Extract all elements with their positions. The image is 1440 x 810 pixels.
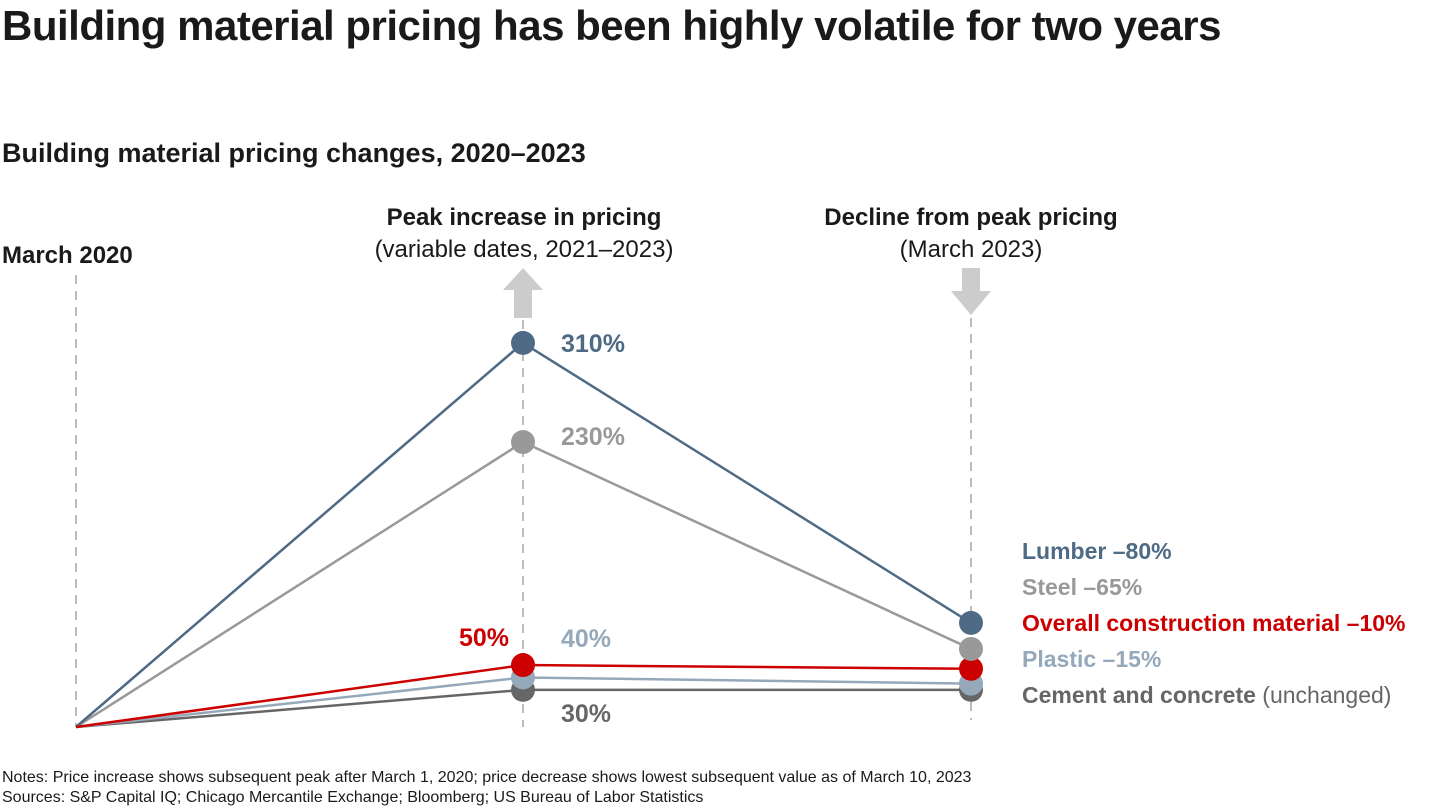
peak-heading: Peak increase in pricing: [386, 204, 662, 231]
legend-entry: Cement and concrete (unchanged): [1022, 682, 1391, 708]
peak-label: 40%: [561, 625, 611, 653]
legend-entry: Steel –65%: [1022, 574, 1142, 600]
peak-label: 50%: [459, 624, 509, 652]
peak-label: 30%: [561, 700, 611, 728]
footnotes: Notes: Price increase shows subsequent p…: [2, 768, 971, 808]
legend-change: –10%: [1347, 610, 1406, 636]
decline-subheading: (March 2023): [899, 236, 1043, 263]
arrow-up-icon: [503, 268, 543, 318]
sources-text: Sources: S&P Capital IQ; Chicago Mercant…: [2, 789, 704, 806]
legend-entry: Plastic –15%: [1022, 646, 1161, 672]
end-point-steel: [959, 636, 983, 661]
arrow-down-icon: [951, 268, 991, 315]
legend-name: Overall construction material: [1022, 610, 1347, 636]
legend-name: Cement and concrete: [1022, 682, 1262, 708]
notes-text: Notes: Price increase shows subsequent p…: [2, 769, 972, 786]
legend-name: Steel: [1022, 574, 1083, 600]
peak-point-lumber: [511, 330, 535, 355]
legend-name: Plastic: [1022, 646, 1103, 672]
peak-point-overall-construction-material: [511, 653, 535, 678]
peak-subheading: (variable dates, 2021–2023): [374, 236, 674, 263]
peak-label: 310%: [561, 330, 625, 358]
legend-entry: Overall construction material –10%: [1022, 610, 1406, 636]
column-heading-decline: Decline from peak pricing (March 2023): [824, 202, 1117, 266]
end-point-lumber: [959, 610, 983, 635]
peak-label: 230%: [561, 423, 625, 451]
legend-change: –65%: [1083, 574, 1142, 600]
page-title: Building material pricing has been highl…: [2, 2, 1221, 49]
legend-change: (unchanged): [1262, 682, 1391, 708]
decline-heading: Decline from peak pricing: [824, 204, 1118, 231]
legend-name: Lumber: [1022, 538, 1113, 564]
legend-entry: Lumber –80%: [1022, 538, 1172, 564]
column-heading-peak: Peak increase in pricing (variable dates…: [375, 202, 674, 266]
end-point-overall-construction-material: [959, 656, 983, 681]
chart-subtitle: Building material pricing changes, 2020–…: [2, 138, 586, 168]
peak-point-steel: [511, 430, 535, 455]
legend-change: –15%: [1103, 646, 1162, 672]
column-heading-march-2020: March 2020: [2, 242, 133, 269]
legend-change: –80%: [1113, 538, 1172, 564]
